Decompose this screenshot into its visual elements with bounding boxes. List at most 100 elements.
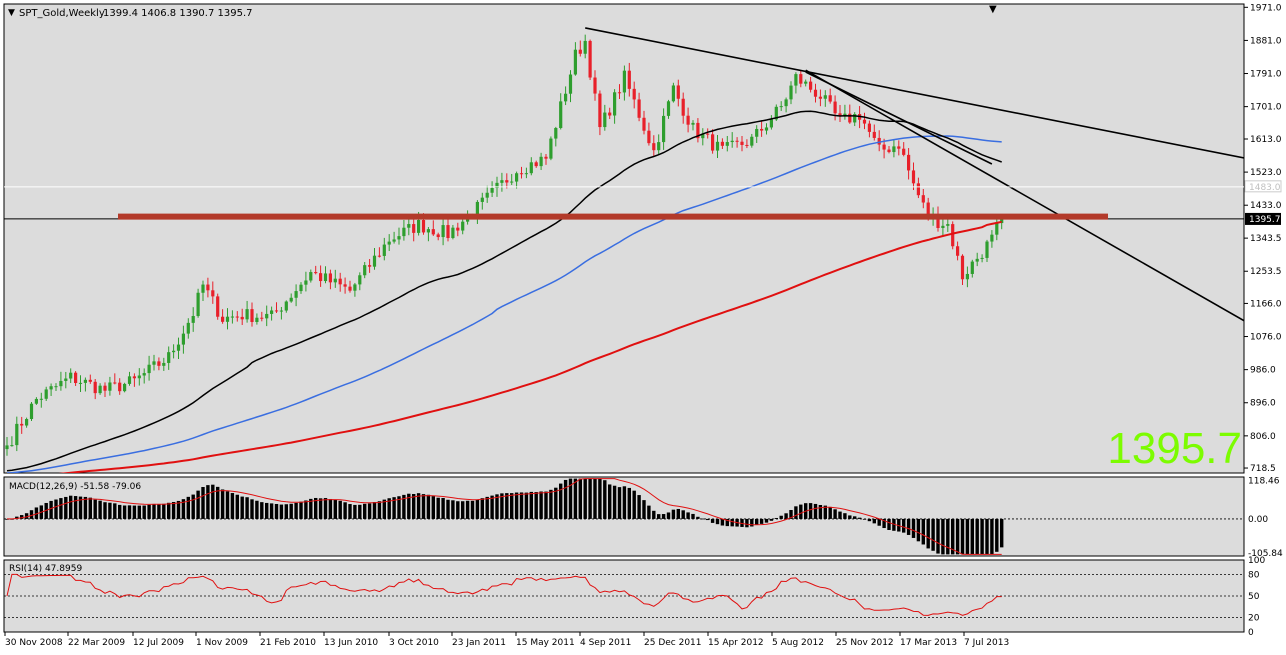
- macd-bar: [823, 505, 827, 519]
- macd-bar: [715, 518, 720, 525]
- macd-bar: [676, 508, 680, 519]
- macd-bar: [402, 494, 406, 519]
- candle-body: [284, 301, 288, 311]
- macd-bar: [416, 493, 421, 519]
- macd-bar: [622, 486, 627, 519]
- macd-bar: [818, 504, 823, 519]
- candle-body: [372, 255, 377, 267]
- macd-bar: [269, 503, 274, 519]
- candle-body: [617, 92, 622, 94]
- candle-body: [911, 170, 916, 184]
- price-tick-label: 1076.0: [1250, 333, 1282, 343]
- macd-bar: [338, 500, 342, 519]
- candle-body: [338, 278, 342, 285]
- candle-body: [39, 398, 43, 400]
- candle-body: [647, 130, 651, 144]
- macd-bar: [348, 504, 352, 519]
- macd-bar: [431, 496, 435, 519]
- macd-bar: [240, 496, 244, 519]
- time-tick-label: 12 Jul 2009: [133, 638, 184, 648]
- macd-bar: [309, 498, 313, 519]
- trendline[interactable]: [805, 71, 993, 165]
- macd-bar: [911, 518, 916, 538]
- macd-bar: [505, 493, 509, 519]
- macd-bar: [147, 504, 151, 519]
- macd-bar: [304, 500, 308, 519]
- macd-bar: [363, 503, 367, 519]
- macd-bar: [926, 518, 930, 549]
- macd-bar: [382, 499, 386, 519]
- macd-bar: [642, 500, 646, 519]
- candle-body: [426, 229, 430, 233]
- macd-bar: [838, 511, 842, 519]
- macd-bar: [49, 500, 53, 519]
- macd-bar: [500, 493, 504, 519]
- macd-bar: [882, 518, 886, 529]
- macd-bar: [465, 500, 470, 519]
- macd-bar: [706, 518, 710, 521]
- price-tick-label: 1613.0: [1250, 135, 1282, 145]
- macd-bar: [196, 490, 200, 519]
- candle-body: [181, 333, 185, 345]
- candle-body: [916, 183, 920, 196]
- macd-bar: [588, 478, 592, 519]
- candle-body: [49, 386, 53, 390]
- macd-signal-line: [7, 478, 1002, 555]
- macd-bar: [534, 492, 538, 519]
- shift-marker-icon[interactable]: ▼: [989, 4, 997, 15]
- candle-body: [642, 117, 646, 131]
- macd-bar: [83, 496, 88, 519]
- macd-bar: [372, 502, 377, 519]
- macd-bar: [475, 499, 480, 519]
- candle-body: [524, 173, 528, 175]
- macd-bar: [451, 500, 455, 519]
- macd-bar: [24, 513, 29, 519]
- macd-bar: [946, 518, 950, 555]
- macd-bar: [441, 497, 445, 519]
- macd-bar: [916, 518, 921, 542]
- macd-bar: [220, 489, 225, 519]
- macd-bar: [833, 509, 837, 519]
- candle-body: [549, 138, 553, 159]
- macd-bar: [524, 492, 529, 519]
- price-tick-label: 1253.5: [1250, 267, 1282, 277]
- macd-bar: [666, 512, 671, 519]
- collapse-triangle-icon[interactable]: ▼: [8, 8, 15, 18]
- candle-body: [539, 156, 543, 167]
- macd-bar: [412, 494, 416, 519]
- macd-bar: [358, 504, 362, 519]
- macd-bar: [701, 518, 705, 520]
- candle-body: [593, 77, 597, 94]
- candle-body: [637, 99, 641, 118]
- macd-bar: [167, 502, 171, 519]
- macd-bar: [990, 518, 994, 555]
- macd-bar: [421, 494, 426, 519]
- time-tick-label: 1 Nov 2009: [196, 638, 248, 648]
- candle-body: [421, 220, 426, 233]
- macd-tick-label: 0.00: [1248, 515, 1268, 525]
- candle-body: [147, 364, 151, 374]
- macd-bar: [745, 518, 749, 528]
- candle-body: [529, 162, 533, 174]
- candle-body: [877, 137, 881, 145]
- trendline[interactable]: [805, 69, 1247, 322]
- trendline[interactable]: [585, 27, 1246, 159]
- candle-body: [990, 234, 994, 242]
- candle-body: [152, 361, 156, 365]
- candle-body: [123, 383, 127, 392]
- candle-body: [799, 74, 803, 84]
- macd-bar: [808, 503, 813, 519]
- macd-bar: [848, 515, 852, 519]
- candle-body: [559, 101, 563, 129]
- candle-body: [15, 423, 19, 446]
- candle-body: [632, 88, 636, 100]
- rsi-line: [6, 573, 1002, 616]
- candle-body: [475, 201, 479, 218]
- candle-body: [34, 398, 38, 404]
- candle-body: [328, 273, 332, 283]
- macd-bar: [93, 499, 97, 519]
- candle-body: [711, 134, 715, 151]
- candle-body: [578, 49, 582, 54]
- candle-body: [598, 93, 602, 128]
